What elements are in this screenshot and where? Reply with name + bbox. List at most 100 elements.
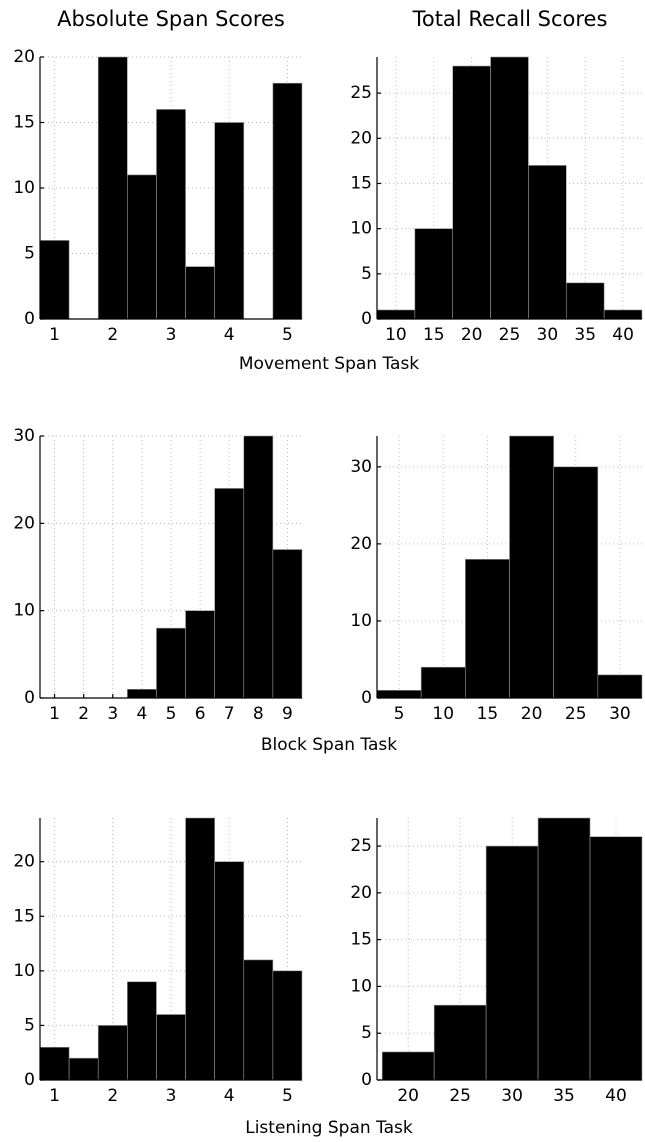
x-tick-label: 5	[282, 325, 293, 345]
row-label: Movement Span Task	[239, 354, 419, 374]
x-tick-label: 2	[107, 1086, 118, 1106]
x-tick-label: 25	[499, 325, 521, 345]
y-tick-label: 10	[13, 601, 35, 621]
y-tick-label: 25	[350, 83, 372, 103]
y-tick-label: 20	[350, 883, 372, 903]
y-tick-label: 5	[24, 244, 35, 264]
bar	[127, 688, 157, 699]
y-tick-label: 30	[350, 457, 372, 477]
x-tick-label: 15	[477, 704, 499, 724]
x-tick-label: 9	[282, 704, 293, 724]
y-tick-label: 30	[13, 426, 35, 446]
x-tick-label: 4	[136, 704, 147, 724]
y-tick-label: 0	[24, 1070, 35, 1090]
x-tick-label: 20	[397, 1086, 419, 1106]
y-tick-label: 5	[361, 1023, 372, 1043]
bar	[376, 689, 422, 699]
bar	[156, 1014, 186, 1081]
y-tick-label: 10	[350, 611, 372, 631]
x-tick-label: 30	[609, 704, 631, 724]
x-tick-label: 2	[107, 325, 118, 345]
x-tick-label: 25	[449, 1086, 471, 1106]
y-tick-label: 20	[350, 534, 372, 554]
bar	[185, 817, 215, 1081]
bar	[553, 466, 599, 699]
x-tick-label: 3	[166, 325, 177, 345]
y-tick-label: 10	[350, 976, 372, 996]
bar	[537, 817, 591, 1081]
bar	[490, 56, 529, 320]
bar	[272, 970, 303, 1081]
bar	[214, 861, 245, 1081]
y-tick-label: 0	[361, 688, 372, 708]
x-tick-label: 8	[253, 704, 264, 724]
y-tick-label: 10	[13, 178, 35, 198]
column-title: Total Recall Scores	[412, 7, 608, 31]
y-tick-label: 5	[361, 264, 372, 284]
bar	[127, 981, 157, 1081]
x-tick-label: 5	[394, 704, 405, 724]
bar	[214, 122, 245, 320]
bar	[528, 165, 567, 320]
bar	[565, 282, 605, 320]
x-tick-label: 1	[49, 325, 60, 345]
x-tick-label: 3	[107, 704, 118, 724]
y-tick-label: 10	[13, 961, 35, 981]
y-tick-label: 15	[350, 173, 372, 193]
x-tick-label: 40	[612, 325, 634, 345]
x-tick-label: 7	[224, 704, 235, 724]
bar	[272, 82, 303, 320]
x-tick-label: 3	[166, 1086, 177, 1106]
x-tick-label: 1	[49, 704, 60, 724]
x-tick-label: 4	[224, 325, 235, 345]
x-tick-label: 2	[78, 704, 89, 724]
x-tick-label: 30	[537, 325, 559, 345]
bar	[509, 435, 554, 699]
x-tick-label: 5	[166, 704, 177, 724]
bar	[243, 435, 274, 699]
y-tick-label: 0	[361, 309, 372, 329]
bar	[272, 549, 303, 699]
y-tick-label: 10	[350, 219, 372, 239]
bar	[97, 56, 128, 320]
x-tick-label: 10	[432, 704, 454, 724]
bar	[603, 309, 643, 320]
x-tick-label: 1	[49, 1086, 60, 1106]
bar	[243, 959, 274, 1081]
bar	[420, 666, 466, 699]
bar	[485, 845, 539, 1081]
bar	[156, 627, 186, 699]
x-tick-label: 15	[423, 325, 445, 345]
x-tick-label: 35	[574, 325, 596, 345]
y-tick-label: 25	[350, 836, 372, 856]
y-tick-label: 20	[13, 513, 35, 533]
y-tick-label: 5	[24, 1015, 35, 1035]
x-tick-label: 30	[501, 1086, 523, 1106]
y-tick-label: 0	[24, 688, 35, 708]
x-tick-label: 20	[521, 704, 543, 724]
x-tick-label: 25	[565, 704, 587, 724]
x-tick-label: 35	[553, 1086, 575, 1106]
y-tick-label: 20	[350, 128, 372, 148]
bar	[185, 266, 215, 320]
bar	[589, 836, 643, 1081]
bar	[465, 558, 510, 699]
bar	[97, 1025, 128, 1081]
bar	[376, 309, 416, 320]
x-tick-label: 20	[461, 325, 483, 345]
y-tick-label: 0	[24, 309, 35, 329]
bar	[433, 1004, 487, 1081]
x-tick-label: 6	[195, 704, 206, 724]
y-tick-label: 15	[13, 113, 35, 133]
row-label: Listening Span Task	[245, 1118, 413, 1138]
y-tick-label: 0	[361, 1070, 372, 1090]
row-label: Block Span Task	[261, 735, 397, 755]
y-tick-label: 15	[350, 930, 372, 950]
bar	[214, 488, 245, 699]
x-tick-label: 40	[605, 1086, 627, 1106]
bar	[452, 65, 491, 320]
bar	[156, 109, 186, 320]
y-tick-label: 20	[13, 47, 35, 67]
y-tick-label: 20	[13, 852, 35, 872]
